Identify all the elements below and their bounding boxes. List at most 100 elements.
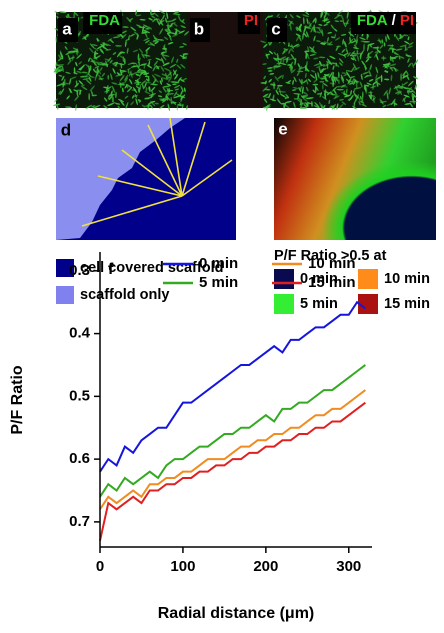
cell <box>55 69 60 75</box>
cell <box>124 74 129 81</box>
cell <box>73 11 79 17</box>
cell <box>143 29 151 34</box>
cell <box>117 105 121 110</box>
cell <box>306 18 309 25</box>
cell <box>407 36 410 41</box>
cell <box>313 27 317 33</box>
y-tick-label: 0.6 <box>69 450 90 467</box>
cell <box>337 9 344 15</box>
cell <box>384 70 389 73</box>
x-tick-label: 0 <box>96 558 104 575</box>
cell <box>183 87 186 93</box>
cell <box>410 88 416 94</box>
cell <box>121 33 127 39</box>
cell <box>280 62 287 66</box>
cell <box>335 77 339 82</box>
cell <box>358 101 361 106</box>
cell <box>282 58 285 64</box>
panel-label: f <box>108 261 114 278</box>
cell <box>312 17 317 23</box>
cell <box>166 76 172 79</box>
cell <box>122 26 129 28</box>
cell <box>313 105 320 109</box>
cell <box>108 95 113 101</box>
cell <box>168 93 174 95</box>
cell <box>112 52 117 55</box>
cell <box>385 35 387 43</box>
cell <box>128 70 132 77</box>
cell <box>355 81 358 89</box>
label-box <box>267 18 287 42</box>
cell <box>100 43 105 47</box>
legend-label: 15 min <box>384 296 430 312</box>
cell <box>142 71 147 74</box>
cell <box>323 41 331 45</box>
cell <box>379 98 382 103</box>
cell <box>174 28 181 33</box>
cell <box>119 81 122 89</box>
cell <box>313 35 316 42</box>
cell <box>334 33 337 39</box>
cell <box>337 52 345 57</box>
cell <box>326 43 333 46</box>
cell <box>356 49 359 55</box>
panel-caption: PI <box>244 12 258 29</box>
cell <box>307 46 310 52</box>
legend-label: scaffold only <box>80 287 169 303</box>
cell <box>292 89 297 91</box>
x-tick-label: 100 <box>170 558 195 575</box>
cell <box>172 10 180 15</box>
cell <box>382 104 387 108</box>
cell <box>143 63 146 69</box>
cell <box>157 95 163 98</box>
cell <box>342 38 344 45</box>
cell <box>316 64 322 69</box>
cell <box>403 94 410 98</box>
cell <box>389 66 395 69</box>
cell <box>333 95 340 100</box>
panel-caption: FDA <box>89 12 120 29</box>
cell <box>407 58 410 63</box>
cell <box>340 74 345 82</box>
cell <box>132 87 138 94</box>
cell <box>375 66 379 74</box>
cell <box>177 104 182 107</box>
cell <box>290 48 294 53</box>
cell <box>163 67 171 72</box>
cell <box>274 76 279 82</box>
series-line <box>99 389 366 510</box>
cell <box>144 91 151 95</box>
cell <box>297 70 304 73</box>
cell <box>107 57 112 63</box>
cell <box>349 54 357 57</box>
legend-swatch <box>56 286 74 304</box>
cell <box>284 100 292 104</box>
cell <box>176 58 179 63</box>
cell <box>345 47 349 55</box>
cell <box>120 70 126 74</box>
cell <box>345 88 348 94</box>
cell <box>144 82 147 89</box>
cell <box>107 38 113 42</box>
panel-caption: FDA / PI <box>357 12 414 29</box>
cell <box>391 44 394 49</box>
cell <box>123 59 126 65</box>
cell <box>404 40 410 45</box>
cell <box>73 11 76 20</box>
cell <box>76 70 82 74</box>
cell <box>144 75 150 78</box>
cell <box>160 65 165 72</box>
cell <box>97 68 102 75</box>
cell <box>130 101 135 106</box>
cell <box>318 24 323 26</box>
cell <box>127 67 131 71</box>
cell <box>59 88 65 95</box>
cell <box>326 58 332 65</box>
cell <box>161 73 167 76</box>
cell <box>124 77 128 83</box>
series-line <box>99 364 366 498</box>
cell <box>411 62 415 68</box>
cell <box>375 53 379 61</box>
cell <box>80 84 85 87</box>
cell <box>302 32 304 40</box>
